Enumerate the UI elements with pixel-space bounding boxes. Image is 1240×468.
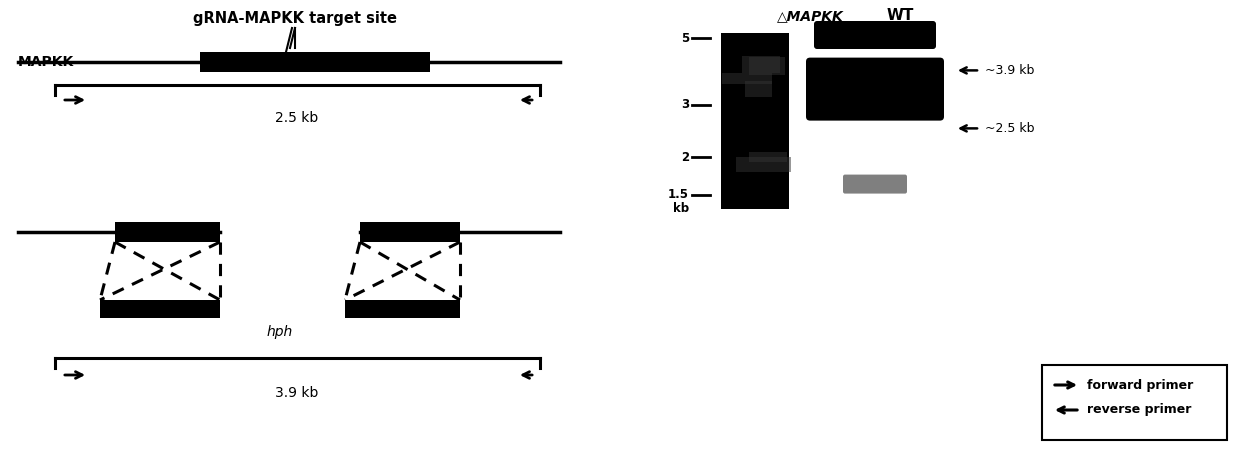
- Bar: [742, 57, 780, 73]
- Text: hph: hph: [267, 325, 293, 339]
- Text: ~2.5 kb: ~2.5 kb: [985, 122, 1034, 135]
- Text: WT: WT: [887, 8, 914, 23]
- Bar: [720, 33, 789, 209]
- Text: gRNA-MAPKK target site: gRNA-MAPKK target site: [193, 10, 397, 25]
- Bar: [115, 222, 219, 242]
- Text: 3.9 kb: 3.9 kb: [275, 386, 319, 400]
- Bar: [737, 156, 791, 172]
- Bar: [745, 81, 773, 97]
- Text: 1.5: 1.5: [668, 189, 689, 202]
- Text: reverse primer: reverse primer: [1087, 403, 1192, 417]
- FancyBboxPatch shape: [806, 58, 944, 121]
- FancyBboxPatch shape: [813, 21, 936, 49]
- Bar: [749, 58, 785, 75]
- Bar: [360, 222, 460, 242]
- Text: ~3.9 kb: ~3.9 kb: [985, 64, 1034, 77]
- Bar: [1042, 365, 1228, 440]
- Text: 2: 2: [681, 151, 689, 164]
- Text: MAPKK: MAPKK: [19, 55, 74, 69]
- Text: 5: 5: [681, 31, 689, 44]
- Text: 3: 3: [681, 98, 689, 111]
- Text: forward primer: forward primer: [1087, 379, 1193, 392]
- FancyBboxPatch shape: [843, 175, 906, 194]
- Bar: [722, 73, 771, 84]
- Text: 2.5 kb: 2.5 kb: [275, 111, 319, 125]
- Bar: [345, 300, 460, 318]
- Bar: [200, 52, 430, 72]
- Text: △MAPKK: △MAPKK: [776, 9, 843, 23]
- Bar: [749, 152, 787, 162]
- Bar: [100, 300, 219, 318]
- Text: kb: kb: [673, 202, 689, 214]
